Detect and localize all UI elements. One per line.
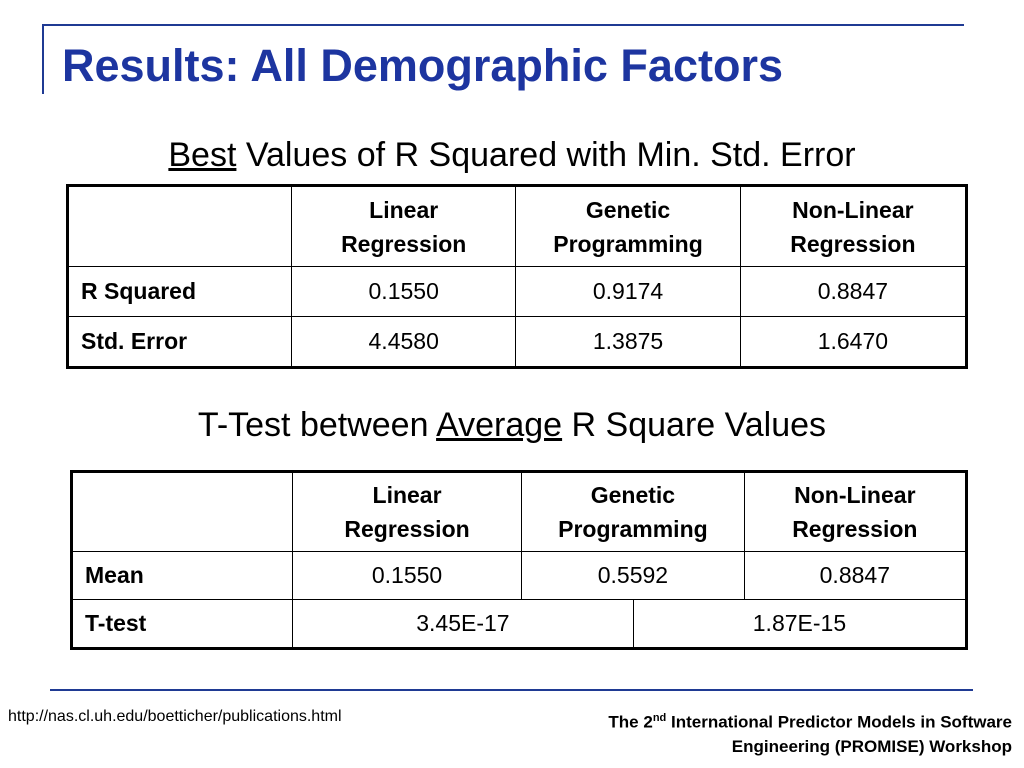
header-genetic-programming: Genetic Programming [515,185,741,267]
table-cell: 0.8847 [743,551,968,600]
table2-caption-emphasis: Average [436,406,563,444]
header-empty-cell [66,185,293,267]
table-cell: 0.8847 [739,266,968,317]
header-empty-cell [71,471,293,552]
table2-caption: T-Test between Average R Square Values [0,406,1024,445]
row-label: Std. Error [66,316,293,368]
bottom-rule [50,689,973,691]
footer-workshop: The 2nd International Predictor Models i… [608,712,1012,756]
table2-caption-text: T-Test between [197,406,437,444]
row-label: Mean [71,551,293,600]
table-cell: 1.6470 [739,316,968,368]
table-cell: 4.4580 [291,316,517,368]
table-row: Mean 0.1550 0.5592 0.8847 [71,551,968,600]
header-linear-regression: Linear Regression [291,185,517,267]
table-cell: 0.9174 [515,266,741,317]
table-header-row: Linear Regression Genetic Programming Non-… [66,185,968,267]
row-label: T-test [71,599,293,649]
table-cell: 1.87E-15 [632,599,968,649]
table-cell: 0.1550 [291,266,517,317]
header-linear-regression: Linear Regression [291,471,523,552]
footer-url: http://nas.cl.uh.edu/boetticher/publicat… [8,708,342,725]
slide-title: Results: All Demographic Factors [62,40,783,91]
table-cell: 0.5592 [521,551,745,600]
table-cell: 0.1550 [291,551,523,600]
header-non-linear-regression: Non-Linear Regression [739,185,968,267]
table-row: T-test 3.45E-17 1.87E-15 [71,599,968,649]
table-cell: 3.45E-17 [291,599,634,649]
table-header-row: Linear Regression Genetic Programming Non-… [71,471,968,552]
table2-caption-text-end: R Square Values [562,406,827,444]
t-test-table: Linear Regression Genetic Programming Non-… [70,470,968,650]
header-non-linear-regression: Non-Linear Regression [743,471,968,552]
table-cell: 1.3875 [515,316,741,368]
top-rule [42,24,964,26]
table1-caption-emphasis: Best [168,136,237,174]
table-row: Std. Error 4.4580 1.3875 1.6470 [66,316,968,368]
side-rule [42,24,44,94]
header-genetic-programming: Genetic Programming [521,471,745,552]
row-label: R Squared [66,266,293,317]
r-squared-table: Linear Regression Genetic Programming Non-… [66,184,968,369]
table1-caption: Best Values of R Squared with Min. Std. … [0,136,1024,175]
table1-caption-text: Values of R Squared with Min. Std. Error [236,136,856,174]
table-row: R Squared 0.1550 0.9174 0.8847 [66,266,968,317]
